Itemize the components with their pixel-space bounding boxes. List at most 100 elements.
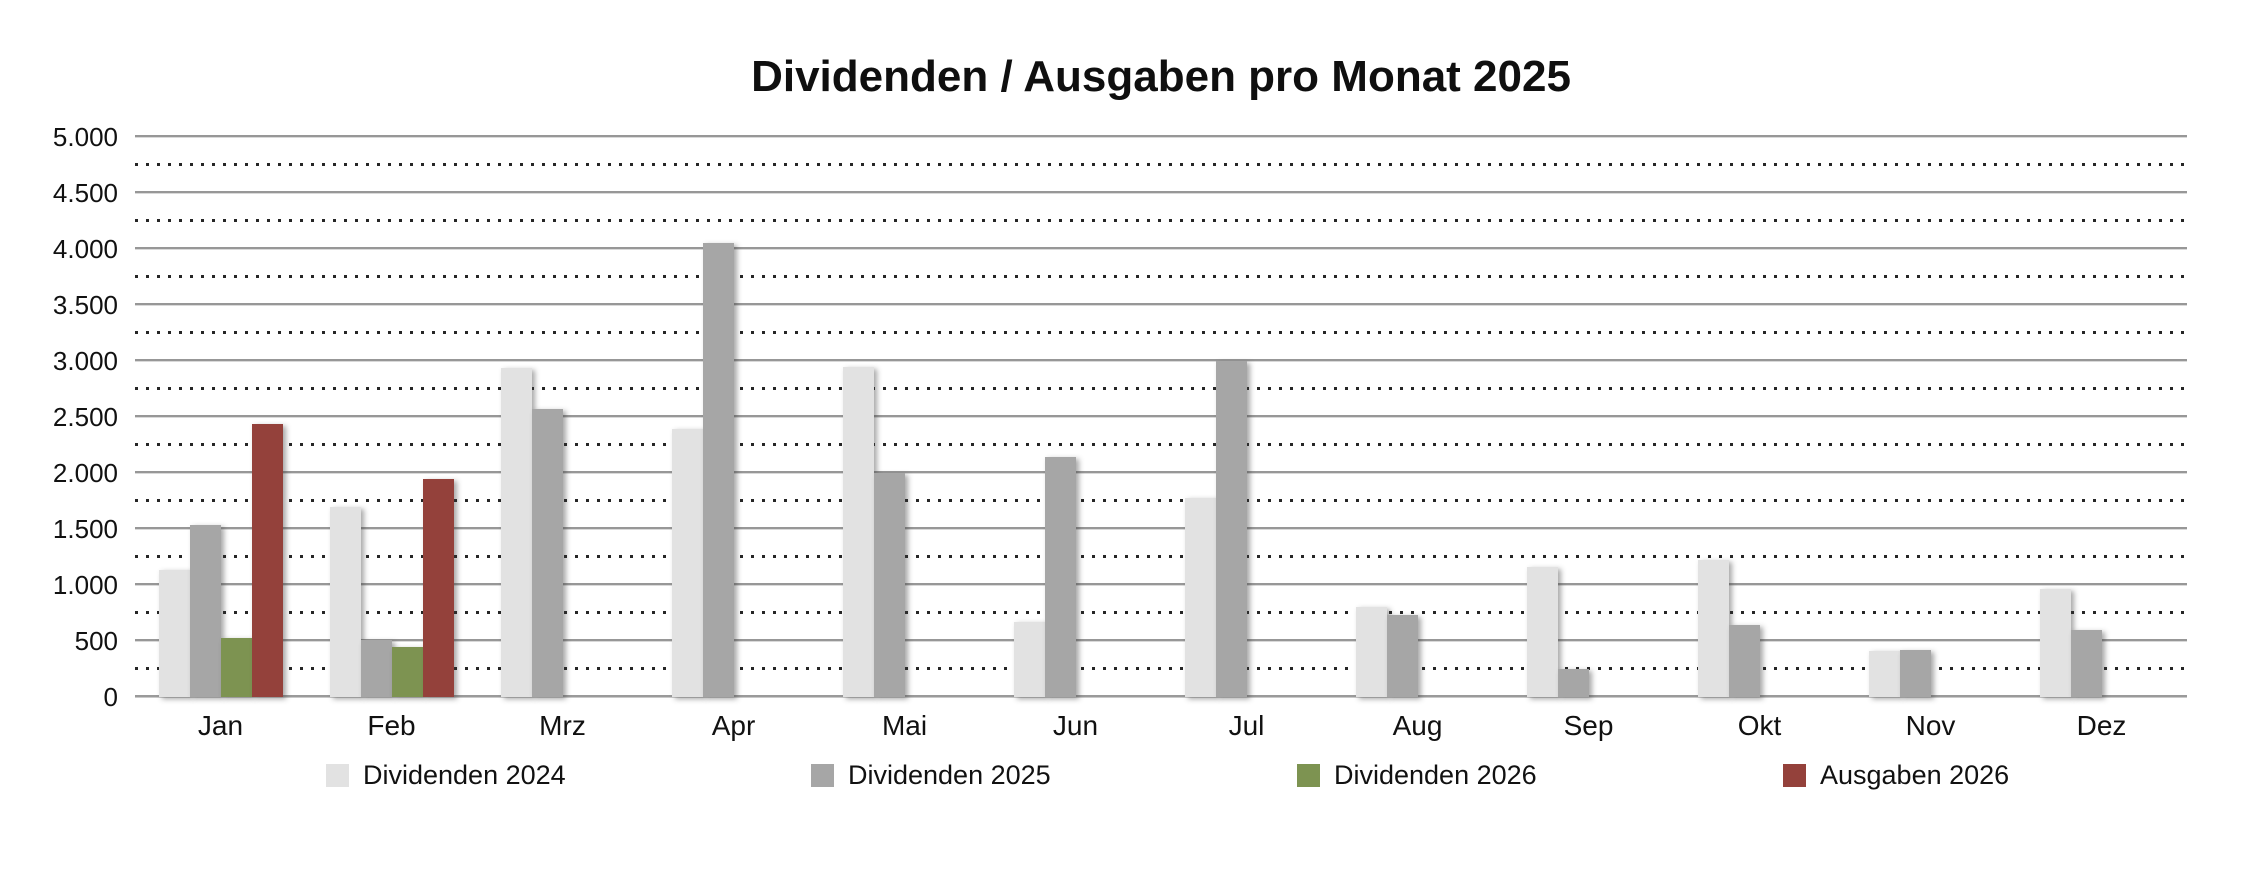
gridline-major-2500 bbox=[135, 415, 2187, 418]
bar-dividenden-2026-jan bbox=[220, 637, 252, 697]
x-tick-label-jan: Jan bbox=[197, 710, 244, 741]
bar-dividenden-2025-nov bbox=[1899, 649, 1931, 697]
legend-label-dividenden-2026: Dividenden 2026 bbox=[1334, 759, 1537, 790]
bar-group-nov bbox=[1845, 137, 2016, 697]
bar-dividenden-2025-jan bbox=[189, 524, 221, 697]
x-tick-label-dez: Dez bbox=[2076, 710, 2127, 741]
x-tick-label-feb: Feb bbox=[367, 710, 416, 741]
legend-swatch-dividenden-2025 bbox=[811, 763, 834, 787]
bar-dividenden-2024-dez bbox=[2039, 589, 2071, 697]
x-tick-label-jul: Jul bbox=[1228, 710, 1265, 741]
gridline-minor-4250 bbox=[135, 219, 2187, 222]
x-axis-line bbox=[135, 695, 2187, 698]
bar-group-apr bbox=[648, 137, 819, 697]
gridline-minor-1750 bbox=[135, 499, 2187, 502]
x-tick-label-nov: Nov bbox=[1905, 710, 1956, 741]
x-tick-label-sep: Sep bbox=[1563, 710, 1614, 741]
y-tick-label-0: 0 bbox=[103, 682, 118, 712]
gridline-major-500 bbox=[135, 639, 2187, 642]
bar-group-jan bbox=[135, 137, 306, 697]
bar-group-feb bbox=[306, 137, 477, 697]
x-tick-label-mai: Mai bbox=[881, 710, 928, 741]
legend-swatch-ausgaben-2026 bbox=[1783, 763, 1806, 787]
bar-dividenden-2024-mrz bbox=[500, 367, 532, 697]
bar-dividenden-2025-jul bbox=[1215, 361, 1247, 697]
bar-dividenden-2025-aug bbox=[1386, 615, 1418, 697]
bar-dividenden-2024-jan bbox=[158, 570, 190, 697]
gridline-minor-1250 bbox=[135, 555, 2187, 558]
bar-dividenden-2024-apr bbox=[671, 429, 703, 697]
bar-group-dez bbox=[2016, 137, 2187, 697]
bar-dividenden-2024-nov bbox=[1868, 651, 1900, 697]
bar-dividenden-2026-feb bbox=[391, 646, 423, 697]
y-tick-label-500: 500 bbox=[74, 626, 118, 656]
bar-dividenden-2024-sep bbox=[1526, 567, 1558, 697]
bar-dividenden-2025-apr bbox=[702, 243, 734, 697]
x-tick-label-mrz: Mrz bbox=[539, 710, 586, 741]
gridline-minor-3750 bbox=[135, 275, 2187, 278]
y-tick-label-5.000: 5.000 bbox=[52, 122, 118, 152]
bar-dividenden-2024-aug bbox=[1355, 607, 1387, 697]
bar-dividenden-2025-sep bbox=[1557, 669, 1589, 697]
y-tick-label-3.500: 3.500 bbox=[52, 290, 118, 320]
gridline-major-1500 bbox=[135, 527, 2187, 530]
y-tick-label-4.500: 4.500 bbox=[52, 178, 118, 208]
gridline-minor-2250 bbox=[135, 443, 2187, 446]
legend: Dividenden 2024 Dividenden 2025 Dividenden… bbox=[0, 758, 2266, 792]
y-tick-label-2.000: 2.000 bbox=[52, 458, 118, 488]
gridline-major-2000 bbox=[135, 471, 2187, 474]
bar-group-mrz bbox=[477, 137, 648, 697]
legend-item-dividenden-2026: Dividenden 2026 bbox=[1297, 758, 1537, 792]
gridline-major-3500 bbox=[135, 303, 2187, 306]
y-tick-label-1.000: 1.000 bbox=[52, 570, 118, 600]
bar-dividenden-2025-okt bbox=[1728, 625, 1760, 697]
gridline-minor-250 bbox=[135, 667, 2187, 670]
bar-dividenden-2024-jul bbox=[1184, 497, 1216, 697]
x-tick-label-apr: Apr bbox=[711, 710, 756, 741]
legend-swatch-dividenden-2026 bbox=[1297, 763, 1320, 787]
bar-group-jun bbox=[990, 137, 1161, 697]
legend-label-dividenden-2024: Dividenden 2024 bbox=[363, 759, 566, 790]
gridline-major-1000 bbox=[135, 583, 2187, 586]
chart-title: Dividenden / Ausgaben pro Monat 2025 bbox=[751, 52, 1571, 101]
y-tick-label-4.000: 4.000 bbox=[52, 234, 118, 264]
legend-label-ausgaben-2026: Ausgaben 2026 bbox=[1820, 759, 2010, 790]
gridline-minor-3250 bbox=[135, 331, 2187, 334]
gridline-minor-2750 bbox=[135, 387, 2187, 390]
plot-area bbox=[135, 135, 2187, 698]
gridline-major-4000 bbox=[135, 247, 2187, 250]
gridline-major-5000 bbox=[135, 135, 2187, 138]
legend-item-ausgaben-2026: Ausgaben 2026 bbox=[1783, 758, 2009, 792]
x-tick-label-aug: Aug bbox=[1392, 710, 1443, 741]
bar-dividenden-2025-jun bbox=[1044, 457, 1076, 697]
gridline-major-4500 bbox=[135, 191, 2187, 194]
bar-dividenden-2025-mrz bbox=[531, 409, 563, 697]
bar-dividenden-2025-dez bbox=[2070, 629, 2102, 697]
legend-item-dividenden-2024: Dividenden 2024 bbox=[326, 758, 566, 792]
bar-group-okt bbox=[1674, 137, 1845, 697]
legend-item-dividenden-2025: Dividenden 2025 bbox=[811, 758, 1051, 792]
x-tick-label-jun: Jun bbox=[1052, 710, 1099, 741]
y-tick-label-2.500: 2.500 bbox=[52, 402, 118, 432]
bar-dividenden-2025-mai bbox=[873, 473, 905, 697]
gridline-minor-750 bbox=[135, 611, 2187, 614]
bar-dividenden-2024-okt bbox=[1697, 560, 1729, 697]
y-tick-label-1.500: 1.500 bbox=[52, 514, 118, 544]
bar-dividenden-2025-feb bbox=[360, 639, 392, 697]
x-tick-label-okt: Okt bbox=[1737, 710, 1782, 741]
bar-ausgaben-2026-feb bbox=[422, 478, 454, 697]
bar-group-sep bbox=[1503, 137, 1674, 697]
legend-swatch-dividenden-2024 bbox=[326, 763, 349, 787]
bar-dividenden-2024-jun bbox=[1013, 621, 1045, 697]
y-tick-label-3.000: 3.000 bbox=[52, 346, 118, 376]
bar-group-aug bbox=[1332, 137, 1503, 697]
bar-ausgaben-2026-jan bbox=[251, 423, 283, 697]
gridline-major-3000 bbox=[135, 359, 2187, 362]
bar-group-mai bbox=[819, 137, 990, 697]
bar-dividenden-2024-feb bbox=[329, 506, 361, 697]
bar-group-jul bbox=[1161, 137, 1332, 697]
bar-dividenden-2024-mai bbox=[842, 366, 874, 697]
gridline-minor-4750 bbox=[135, 163, 2187, 166]
legend-label-dividenden-2025: Dividenden 2025 bbox=[848, 759, 1051, 790]
